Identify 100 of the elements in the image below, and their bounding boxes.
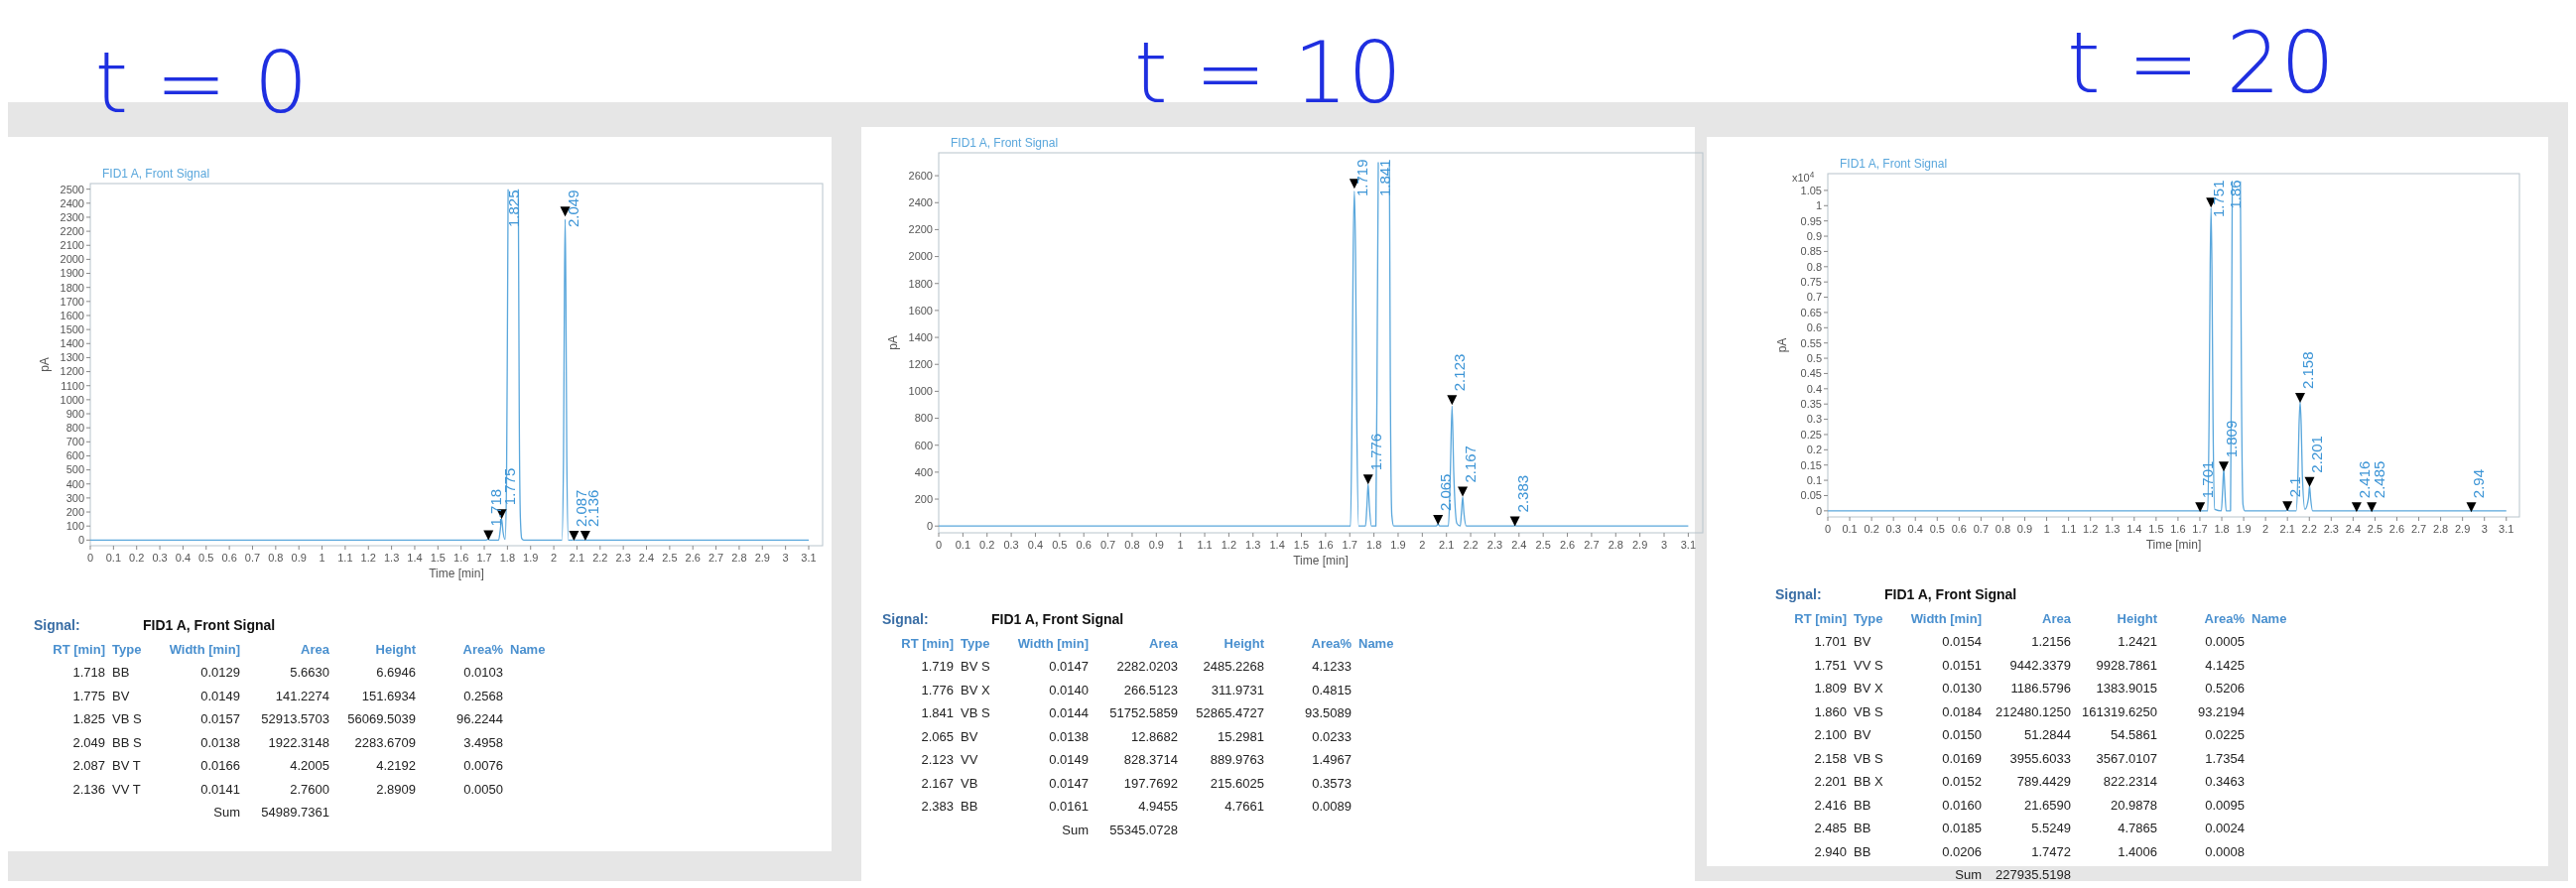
y-tick-label: 900 [65,407,84,420]
x-tick-label: 2.2 [2301,523,2317,535]
x-tick-label: 2.9 [754,552,770,564]
x-tick-label: 1.3 [383,552,400,564]
y-tick-label: 0.3 [1806,413,1822,426]
x-tick-label: 3.1 [1680,539,1697,551]
x-tick-label: 2.1 [1439,539,1455,551]
text: RT [min] Type Width [min] Area Height Area% Name [901,635,1394,651]
y-tick-label: 0.15 [1800,458,1822,471]
text: 1.841 VB S 0.0144 51752.5859 52865.4727 93.5089 [921,705,1352,720]
point [1458,486,1469,497]
annotation: 1.701 [2199,460,2217,499]
x-tick-label: 0.4 [1907,523,1923,535]
text: 2.485 BB 0.0185 5.5249 4.7865 0.0024 [1814,821,2245,835]
x-tick-label: 0.1 [1842,523,1858,535]
annotation: 1.825 [505,190,523,227]
y-tick-label: 2000 [908,250,933,263]
y-tick-label: 1800 [908,277,933,290]
y-tick-label: 1600 [908,304,933,317]
point [2219,461,2230,472]
y-tick-label: 1700 [60,295,84,308]
text: Sum 227935.5198 [1955,867,2071,882]
y-tick-label: 2300 [60,210,84,223]
x-tick-label: 0.7 [1099,539,1116,551]
x-tick-label: 1.8 [499,552,516,564]
x-tick-label: 0 [1824,523,1832,535]
text: 2.167 VB 0.0147 197.7692 215.6025 0.3573 [921,775,1352,791]
x-tick-label: 2.2 [1463,539,1479,551]
x-tick-label: 2.3 [2323,523,2339,535]
x-tick-label: 0.4 [175,552,192,564]
y-tick-label: 0.9 [1806,229,1822,242]
y-tick-label: 0.1 [1806,473,1822,486]
x-tick-label: 1.4 [2126,523,2142,535]
y-tick-label: 100 [65,520,84,533]
x-tick-label: 1.9 [1390,539,1406,551]
x-tick-label: 1.1 [2060,523,2077,535]
y-tick-label: 2200 [60,224,84,237]
text: 2.940 BB 0.0206 1.7472 1.4006 0.0008 [1814,843,2245,859]
x-tick-label: 2.6 [685,552,701,564]
x-tick-label: 1.5 [1293,539,1310,551]
x-tick-label: 0.8 [1995,523,2011,535]
point [2195,502,2206,513]
x-tick-label: 1.9 [523,552,539,564]
x-tick-label: 2 [2262,523,2269,535]
x-tick-label: 1.5 [430,552,446,564]
x-tick-label: 1 [2043,523,2050,535]
y-tick-label: 1300 [60,351,84,364]
x-tick-label: 2.7 [708,552,724,564]
text: 1.825 VB S 0.0157 52913.5703 56069.5039 96.2244 [72,711,503,726]
y-tick-label: 1400 [60,337,84,350]
point [1447,395,1458,406]
y-tick-label: 800 [65,422,84,435]
x-axis-title: Time [min] [429,567,484,580]
text: Signal: FID1 A, Front Signal [34,617,276,633]
point [569,531,580,542]
x-tick-label: 0.4 [1027,539,1044,551]
text: 1.860 VB S 0.0184 212480.1250 161319.6250 93.2194 [1814,703,2245,719]
annotation: 1.719 [1352,159,1370,196]
text: 1.809 BV X 0.0130 1186.5796 1383.9015 0.5206 [1814,681,2245,696]
x-tick-label: 0.2 [979,539,995,551]
text: Signal: FID1 A, Front Signal [1775,586,2017,602]
y-tick-label: 0.55 [1800,336,1822,349]
x-tick-label: 1.2 [2083,523,2099,535]
text: x10$^{4}$ [1792,170,1815,184]
x-tick-label: 1.1 [337,552,353,564]
point [2304,476,2315,487]
x-tick-label: 2.3 [615,552,631,564]
x-tick-label: 2.1 [569,552,585,564]
x-tick-label: 0.5 [1052,539,1068,551]
x-tick-label: 1.3 [1245,539,1261,551]
y-tick-label: 400 [914,465,933,478]
y-tick-label: 0.05 [1800,489,1822,502]
x-tick-label: 3.1 [801,552,817,564]
point [2367,502,2378,513]
x-tick-label: 0.7 [1973,523,1990,535]
x-tick-label: 0.9 [2016,523,2033,535]
text: Signal: FID1 A, Front Signal [882,611,1124,627]
x-tick-label: 1.7 [476,552,492,564]
x-tick-label: 2.3 [1486,539,1503,551]
y-tick-label: 400 [65,477,84,490]
x-tick-label: 1.7 [1342,539,1357,551]
x-tick-label: 2.5 [2367,523,2383,535]
x-tick-label: 0.2 [129,552,145,564]
x-tick-label: 0.8 [268,552,284,564]
y-tick-label: 1100 [61,379,84,392]
y-tick-label: 700 [65,436,84,448]
annotation: 2.167 [1462,445,1480,483]
x-tick-label: 0.9 [1148,539,1164,551]
x-tick-label: 1.5 [2148,523,2164,535]
y-tick-label: 300 [65,491,84,504]
x-tick-label: 0.3 [152,552,168,564]
annotation: 2.201 [2308,436,2326,473]
x-tick-label: 2.9 [2455,523,2471,535]
x-tick-label: 3 [1660,539,1668,551]
text: 1.701 BV 0.0154 1.2156 1.2421 0.0005 [1814,634,2245,649]
x-tick-label: 2.8 [1608,539,1623,551]
y-tick-label: 2200 [908,223,933,236]
x-tick-label: 1 [319,552,325,564]
x-tick-label: 1.6 [2170,523,2186,535]
y-tick-label: 2100 [60,239,84,252]
